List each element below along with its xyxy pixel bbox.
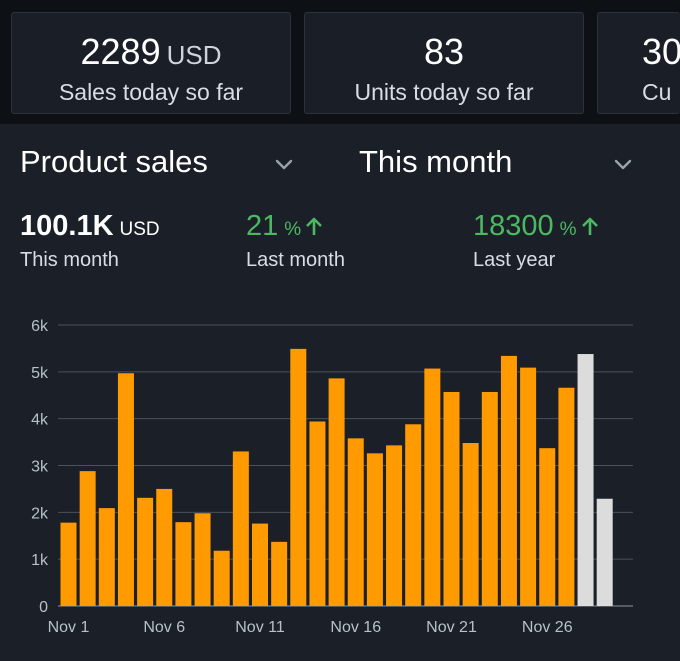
kpi-last-year: 18300% Last year bbox=[473, 210, 599, 272]
kpi-last-month-label: Last month bbox=[246, 249, 345, 271]
sales-bar bbox=[328, 378, 345, 606]
third-summary-card[interactable]: 30 Cu bbox=[597, 12, 680, 114]
sales-bar bbox=[252, 523, 268, 606]
kpi-last-month: 21% Last month bbox=[246, 210, 345, 272]
metric-dropdown-label: Product sales bbox=[20, 144, 208, 179]
sales-bar bbox=[156, 488, 173, 606]
x-tick-label: Nov 21 bbox=[426, 619, 477, 636]
arrow-up-icon bbox=[581, 217, 598, 235]
sales-today-card[interactable]: 2289 USD Sales today so far bbox=[11, 12, 291, 114]
sales-bar bbox=[290, 348, 307, 606]
sales-bar bbox=[60, 522, 77, 606]
kpi-this-month-unit: USD bbox=[119, 219, 160, 240]
x-tick-label: Nov 1 bbox=[48, 619, 90, 636]
sales-bar bbox=[366, 453, 383, 606]
sales-bar bbox=[462, 443, 479, 606]
projected-sales-bar bbox=[596, 498, 613, 606]
sales-today-unit: USD bbox=[166, 40, 222, 70]
sales-bar bbox=[79, 471, 96, 606]
sales-bar bbox=[175, 522, 192, 606]
sales-bar bbox=[443, 391, 460, 606]
y-tick-label: 2k bbox=[31, 505, 49, 522]
third-card-label: Cu bbox=[642, 79, 672, 105]
units-today-card[interactable]: 83 Units today so far bbox=[304, 12, 584, 114]
chevron-down-icon bbox=[614, 159, 632, 170]
sales-bar bbox=[558, 387, 575, 606]
sales-bar bbox=[137, 497, 154, 606]
sales-bar bbox=[347, 438, 364, 606]
projected-sales-bar bbox=[577, 354, 594, 606]
kpi-this-month: 100.1K USD This month bbox=[20, 210, 160, 272]
y-tick-label: 0 bbox=[39, 599, 48, 616]
y-tick-label: 5k bbox=[31, 365, 49, 382]
units-today-label: Units today so far bbox=[354, 79, 534, 105]
kpi-this-month-value: 100.1K bbox=[20, 210, 114, 242]
sales-bar bbox=[424, 368, 441, 606]
kpi-last-year-value: 18300 bbox=[473, 210, 554, 242]
sales-bar bbox=[500, 355, 517, 606]
sales-bar bbox=[481, 391, 498, 606]
arrow-up-icon bbox=[306, 217, 323, 235]
x-tick-label: Nov 6 bbox=[143, 619, 185, 636]
kpi-last-year-unit: % bbox=[559, 219, 577, 240]
third-card-value: 30 bbox=[642, 31, 680, 72]
sales-bar bbox=[232, 451, 249, 606]
sales-today-label: Sales today so far bbox=[58, 79, 244, 105]
y-tick-label: 6k bbox=[31, 318, 49, 335]
kpi-this-month-label: This month bbox=[20, 249, 119, 271]
x-tick-label: Nov 26 bbox=[522, 619, 573, 636]
sales-bar bbox=[271, 541, 288, 606]
sales-bar bbox=[194, 513, 211, 606]
sales-bar bbox=[213, 550, 230, 606]
sales-bar bbox=[117, 373, 134, 606]
period-dropdown-label: This month bbox=[359, 144, 513, 179]
chevron-down-icon bbox=[275, 159, 293, 170]
kpi-last-month-value: 21 bbox=[246, 210, 279, 242]
units-today-value: 83 bbox=[423, 31, 465, 72]
summary-strip: 2289 USD Sales today so far 83 Units toda… bbox=[0, 0, 680, 124]
y-tick-label: 1k bbox=[31, 552, 49, 569]
y-tick-label: 4k bbox=[31, 412, 49, 429]
x-tick-label: Nov 11 bbox=[235, 619, 285, 636]
daily-sales-bar-chart: 0 1k 2k 3k 4k 5k 6k Nov 1 Nov 6 Nov 11 Nov 16 Nov 2… bbox=[31, 318, 633, 636]
sales-bar bbox=[386, 445, 403, 606]
sales-bar bbox=[539, 448, 556, 606]
metric-dropdown[interactable]: Product sales bbox=[20, 144, 305, 184]
sales-bar bbox=[98, 508, 115, 606]
kpi-last-month-unit: % bbox=[284, 219, 302, 240]
sales-bar bbox=[520, 367, 537, 606]
x-tick-label: Nov 16 bbox=[330, 619, 381, 636]
kpi-last-year-label: Last year bbox=[473, 249, 556, 271]
y-tick-label: 3k bbox=[31, 459, 49, 476]
sales-bar bbox=[309, 421, 326, 606]
period-dropdown[interactable]: This month bbox=[359, 144, 639, 184]
sales-bar bbox=[405, 424, 422, 606]
sales-today-value: 2289 bbox=[80, 31, 161, 72]
